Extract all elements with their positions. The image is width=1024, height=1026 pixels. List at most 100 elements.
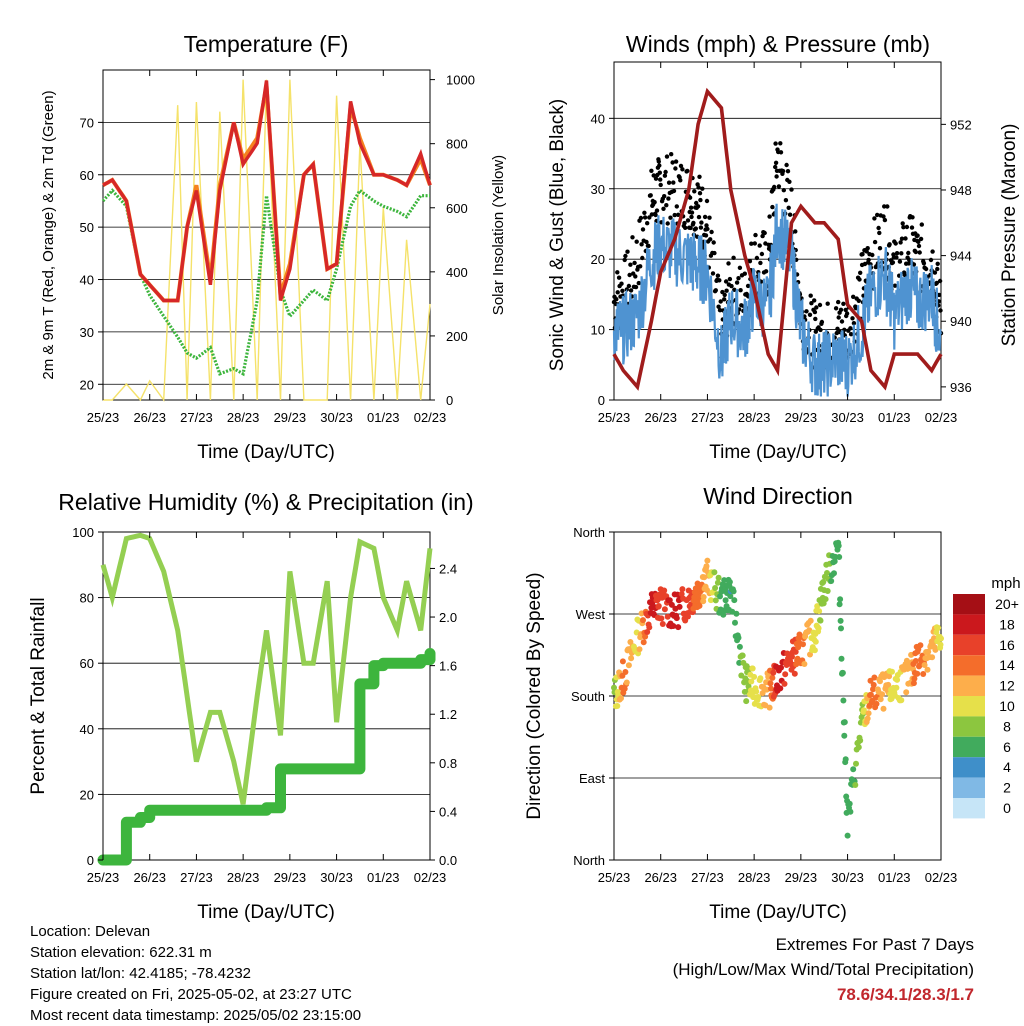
direction-point (864, 715, 871, 722)
direction-point (768, 685, 774, 692)
gust-point (749, 241, 754, 246)
legend-swatch (953, 696, 985, 717)
humidity-x-tick-label: 29/23 (274, 870, 307, 885)
direction-point (757, 675, 764, 682)
gust-point (623, 253, 628, 259)
direction-point (748, 678, 755, 685)
gust-point (902, 272, 907, 278)
gust-point (760, 233, 765, 239)
winds-right-tick-label: 936 (950, 380, 972, 395)
direction-point (840, 697, 847, 704)
direction-point (644, 629, 651, 635)
winds-right-tick-label: 944 (950, 249, 972, 264)
direction-point (696, 602, 703, 609)
gust-point (844, 311, 850, 316)
gust-point (813, 329, 818, 334)
direction-point (727, 593, 734, 600)
gust-point (663, 169, 668, 175)
direction-point (732, 619, 738, 626)
gust-point (632, 260, 637, 266)
legend-label: 14 (999, 657, 1015, 673)
winds-x-tick-label: 26/23 (644, 410, 677, 425)
humidity-left-tick-label: 60 (80, 656, 94, 671)
gust-point (696, 214, 702, 220)
gust-point (928, 257, 934, 263)
gust-point (882, 217, 888, 223)
direction-point (646, 624, 653, 631)
gust-point (709, 229, 714, 235)
humidity-x-tick-label: 01/23 (367, 870, 400, 885)
winds-right-tick-label: 940 (950, 314, 972, 329)
gust-point (710, 271, 716, 276)
gust-point (671, 180, 676, 185)
direction-point (857, 737, 864, 744)
legend-label: 10 (999, 698, 1015, 714)
humidity-x-tick-label: 27/23 (180, 870, 213, 885)
direction-point (715, 574, 722, 581)
direction-point (837, 596, 844, 603)
winds-right-tick-label: 948 (950, 183, 972, 198)
temperature-panel: Temperature (F) 20 30 40 50 60 70 0 200 400 600 80… (40, 31, 507, 463)
gust-point (678, 178, 683, 183)
direction-point (769, 674, 776, 681)
temperature-x-tick-label: 02/23 (414, 410, 447, 425)
direction-point (914, 670, 921, 677)
humidity-right-tick-label: 2.0 (439, 610, 457, 625)
temperature-right-tick-label: 200 (446, 329, 468, 344)
gust-point (647, 215, 652, 220)
humidity-left-tick-label: 0 (87, 853, 94, 868)
direction-point (910, 680, 917, 687)
humidity-right-tick-label: 1.2 (439, 707, 457, 722)
direction-point (925, 648, 932, 655)
info-location: Location: Delevan (30, 923, 151, 940)
gust-point (664, 203, 669, 208)
humidity-left-tick-label: 100 (72, 525, 94, 540)
direction-point (675, 624, 682, 631)
gust-point (704, 198, 710, 204)
temperature-gridlines (103, 121, 430, 385)
humidity-x-tick-label: 02/23 (414, 870, 447, 885)
direction-point (822, 596, 829, 603)
gust-point (697, 191, 703, 196)
gust-point (729, 283, 734, 289)
gust-point (938, 308, 943, 313)
gust-point (812, 309, 818, 315)
gust-point (785, 169, 791, 174)
winds-right-axis-label: Station Pressure (Maroon) (999, 124, 1020, 347)
direction-point (636, 646, 643, 653)
legend-swatch (953, 675, 985, 696)
legend-label: 8 (1003, 718, 1011, 734)
direction-point (778, 664, 784, 671)
gust-point (738, 288, 743, 293)
direction-left-tick-label: East (579, 771, 605, 786)
temperature-right-tick-label: 600 (446, 201, 468, 216)
winds-left-axis-label: Sonic Wind & Gust (Blue, Black) (547, 99, 568, 371)
gust-point (752, 241, 757, 246)
gust-point (630, 235, 635, 240)
gust-point (673, 166, 678, 171)
gust-point (918, 236, 924, 242)
direction-point (836, 554, 843, 560)
humidity-ticks: 0 20 40 60 80 100 0.0 0.4 0.8 1.2 1.6 2.0 2.4 25/23 26… (72, 525, 457, 885)
gust-point (903, 236, 908, 241)
direction-point (679, 586, 686, 593)
winds-x-tick-label: 30/23 (831, 410, 864, 425)
direction-point (721, 577, 728, 584)
gust-point (689, 210, 695, 215)
gust-point (850, 316, 855, 321)
gust-point (656, 159, 661, 164)
winds-title: Winds (mph) & Pressure (mb) (626, 31, 930, 57)
gust-point (804, 309, 809, 314)
temperature-left-axis-label: 2m & 9m T (Red, Orange) & 2m Td (Green) (40, 90, 57, 379)
gust-point (683, 225, 688, 230)
gust-point (882, 204, 887, 209)
gust-point (818, 327, 823, 333)
gust-point (665, 221, 670, 226)
direction-point (700, 594, 707, 600)
gust-point (753, 232, 758, 238)
gust-point (726, 261, 731, 266)
gust-point (662, 173, 668, 178)
gust-point (715, 273, 721, 278)
gust-point (724, 288, 729, 293)
gust-point (787, 212, 793, 217)
